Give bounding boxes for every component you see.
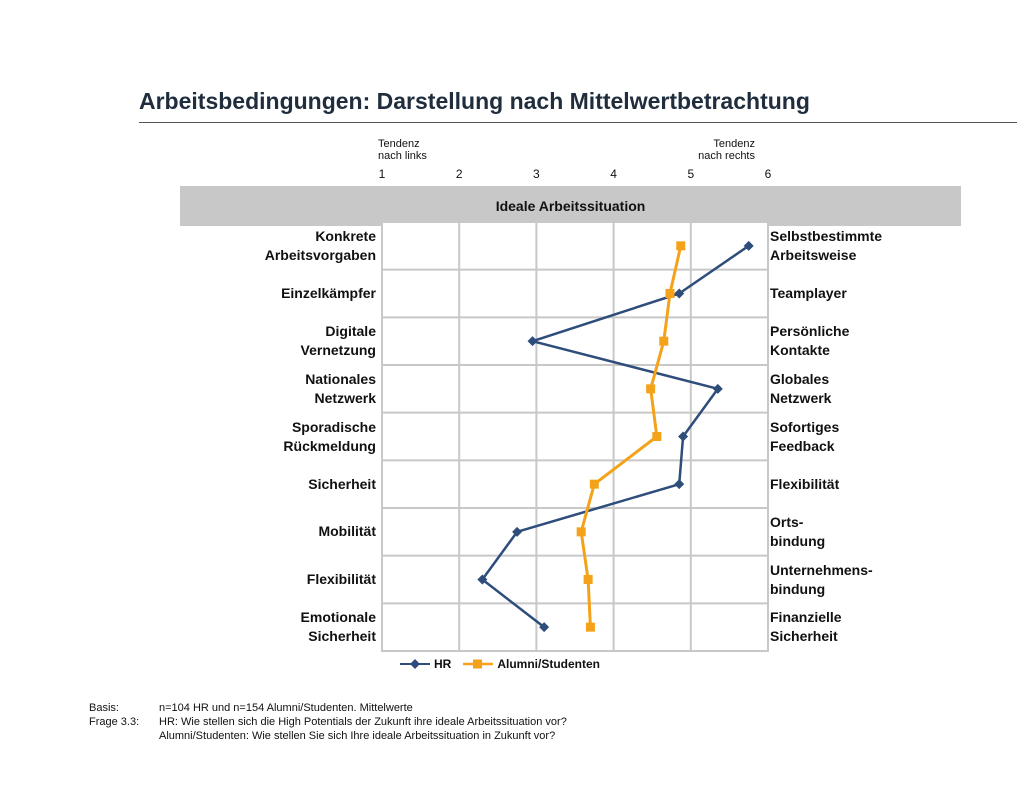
legend-alumni-swatch <box>463 659 494 669</box>
footer-notes: Basis: n=104 HR und n=154 Alumni/Studente… <box>89 701 567 743</box>
data-point-alumni <box>589 479 599 489</box>
left-row-label: Sicherheit <box>308 475 376 492</box>
data-point-hr <box>678 431 689 442</box>
scale-tick-label: 6 <box>764 167 772 181</box>
scale-tick-label: 3 <box>533 167 540 181</box>
data-point-hr <box>477 574 488 585</box>
data-point-hr <box>527 336 538 347</box>
right-row-label: Selbstbestimmte Arbeitsweise <box>770 227 883 263</box>
left-row-label: Mobilität <box>318 523 376 540</box>
scale-tick-label: 4 <box>610 167 617 181</box>
tendency-left-line1: Tendenz <box>378 138 420 150</box>
data-point-hr <box>674 479 685 490</box>
page-title: Arbeitsbedingungen: Darstellung nach Mit… <box>139 88 810 114</box>
left-row-label: Sporadische Rückmeldung <box>283 418 376 454</box>
right-row-label: Sofortiges Feedback <box>770 418 840 454</box>
left-row-label: Digitale Vernetzung <box>300 323 376 359</box>
tendency-right-label: Tendenz nach rechts <box>690 138 755 162</box>
data-point-alumni <box>585 622 595 632</box>
frage-hr-text: HR: Wie stellen sich die High Potentials… <box>159 716 567 728</box>
right-row-label: Finanzielle Sicherheit <box>770 609 842 645</box>
data-point-hr <box>712 383 723 394</box>
tendency-right-line2: nach rechts <box>698 150 755 162</box>
right-row-label: Globales Netzwerk <box>770 370 832 406</box>
tendency-left-label: Tendenz nach links <box>378 138 427 162</box>
scale-tick-label: 2 <box>455 167 463 181</box>
data-point-hr <box>743 240 754 251</box>
right-row-label: Flexibilität <box>770 475 840 492</box>
data-point-alumni <box>665 289 675 298</box>
left-row-label: Konkrete Arbeitsvorgaben <box>264 227 376 263</box>
right-row-label: Teamplayer <box>770 285 847 301</box>
scale-tick-label: 1 <box>378 167 386 181</box>
legend-hr-label: HR <box>434 657 452 671</box>
data-point-alumni <box>646 384 656 394</box>
frage-key: Frage 3.3: <box>89 716 140 728</box>
right-row-label: Orts-bindung <box>770 513 826 549</box>
chart-legend: HR Alumni/Studenten <box>400 657 600 671</box>
chart-title: Ideale Arbeitssituation <box>180 186 961 226</box>
basis-text: n=104 HR und n=154 Alumni/Studenten. Mit… <box>159 702 413 714</box>
data-point-alumni <box>576 527 586 537</box>
right-row-label: Persönliche Kontakte <box>770 323 850 359</box>
plot-frame <box>381 221 769 652</box>
title-divider <box>139 122 1017 123</box>
left-row-label: Flexibilität <box>306 571 376 587</box>
legend-hr-swatch <box>400 659 430 669</box>
legend-item-alumni: Alumni/Studenten <box>463 657 600 671</box>
data-point-hr <box>512 526 523 537</box>
data-point-alumni <box>676 241 686 251</box>
scale-tick-label: 5 <box>687 167 695 181</box>
tendency-right-line1: Tendenz <box>713 138 755 150</box>
basis-key: Basis: <box>89 702 119 714</box>
left-row-label: Nationales Netzwerk <box>305 370 376 406</box>
data-point-alumni <box>659 336 669 346</box>
data-point-hr <box>674 288 685 299</box>
tendency-left-line2: nach links <box>378 150 427 162</box>
data-point-hr <box>539 622 550 633</box>
data-point-alumni <box>652 432 662 441</box>
left-row-label: Emotionale Sicherheit <box>300 609 376 645</box>
legend-alumni-label: Alumni/Studenten <box>497 657 601 671</box>
left-row-label: Einzelkämpfer <box>281 285 376 301</box>
frage-alumni-text: Alumni/Studenten: Wie stellen Sie sich I… <box>159 730 556 742</box>
right-row-label: Unternehmens-bindung <box>770 561 873 597</box>
data-point-alumni <box>583 575 593 584</box>
legend-item-hr: HR <box>400 657 451 671</box>
